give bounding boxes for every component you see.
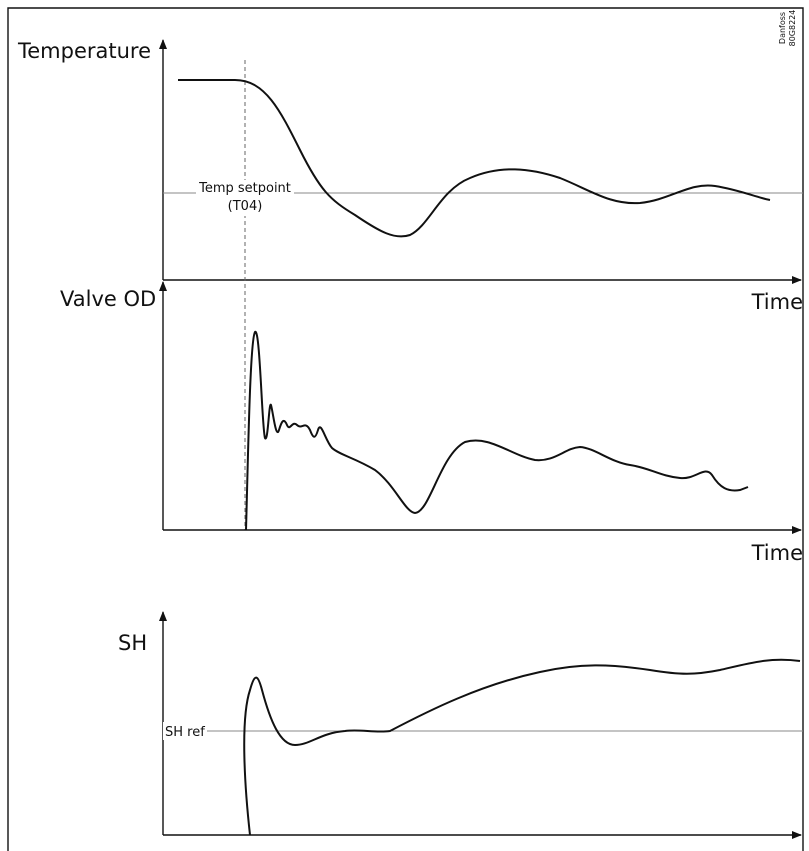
valve-curve <box>245 330 749 531</box>
temperature-curve <box>178 79 771 238</box>
credit: Danfoss <box>778 12 787 44</box>
y-label: SH <box>118 631 147 655</box>
reference-label: Temp setpoint <box>198 181 291 196</box>
credit: 80G8224 <box>788 10 797 47</box>
x-label: Time <box>751 541 803 565</box>
y-label: Valve OD <box>60 287 156 311</box>
sh-curve <box>243 658 801 836</box>
x-label: Time <box>751 290 803 314</box>
y-label: Temperature <box>17 39 151 63</box>
reference-label: (T04) <box>228 199 263 214</box>
label-bg <box>163 722 207 740</box>
label-bg <box>196 180 294 216</box>
frame <box>7 7 804 851</box>
reference-label: SH ref <box>165 725 205 740</box>
